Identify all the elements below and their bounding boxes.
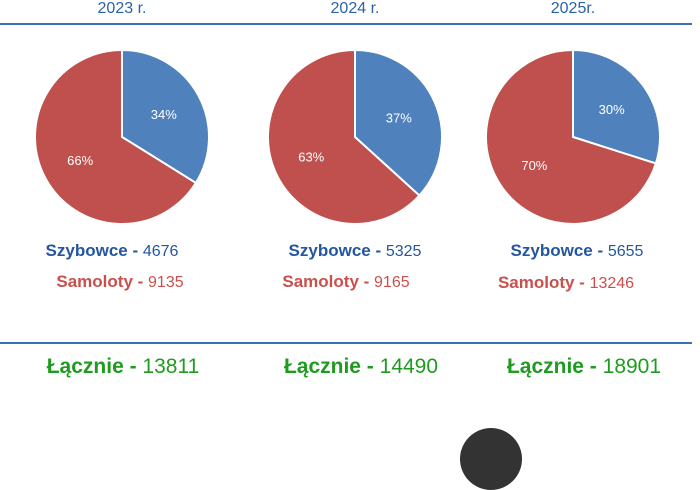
pie-slice-samoloty bbox=[485, 48, 658, 225]
year-title-2025: 2025r. bbox=[550, 0, 596, 17]
legend-szybowce-2024: Szybowce - 5325 bbox=[288, 241, 422, 260]
pie-percent-label: 37% bbox=[386, 111, 412, 126]
legend-samoloty-2023: Samoloty - 9135 bbox=[56, 272, 184, 291]
pie-slice-samoloty bbox=[34, 48, 198, 225]
pie-slice-szybowce bbox=[572, 48, 661, 165]
floating-action-button[interactable] bbox=[460, 428, 522, 490]
pie-charts: 34% 66% 37% 63% 30% 70% bbox=[34, 48, 661, 225]
legend-szybowce-2023: Szybowce - 4676 bbox=[45, 241, 179, 260]
year-title-2023: 2023 r. bbox=[97, 0, 147, 17]
total-2025: Łącznie - 18901 bbox=[506, 355, 662, 378]
legend-samoloty-2025: Samoloty - 13246 bbox=[497, 273, 635, 292]
legend-samoloty-2024: Samoloty - 9165 bbox=[282, 272, 410, 291]
year-title-2024: 2024 r. bbox=[330, 0, 380, 17]
legend-szybowce-2025: Szybowce - 5655 bbox=[510, 241, 644, 260]
pie-percent-label: 30% bbox=[599, 102, 625, 117]
total-2024: Łącznie - 14490 bbox=[283, 355, 439, 378]
pie-percent-label: 63% bbox=[298, 149, 324, 164]
pie-percent-label: 70% bbox=[521, 158, 547, 173]
pie-percent-label: 34% bbox=[151, 107, 177, 122]
total-2023: Łącznie - 13811 bbox=[46, 355, 200, 378]
pie-slice-samoloty bbox=[267, 48, 421, 225]
pie-percent-label: 66% bbox=[67, 153, 93, 168]
top-divider bbox=[0, 23, 692, 25]
bottom-divider bbox=[0, 342, 692, 344]
pie-slice-szybowce bbox=[354, 48, 443, 197]
